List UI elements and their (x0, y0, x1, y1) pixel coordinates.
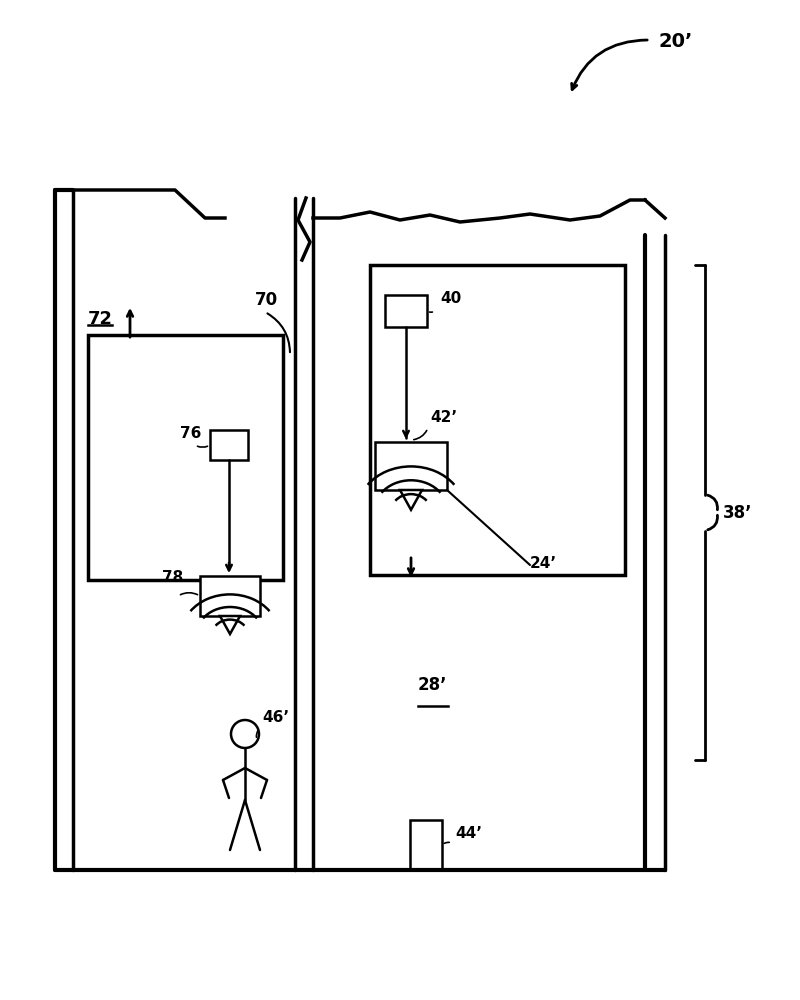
Polygon shape (400, 490, 422, 510)
Polygon shape (220, 616, 240, 634)
Text: 20’: 20’ (658, 32, 692, 51)
Bar (385, 295, 427, 327)
Text: 42’: 42’ (430, 410, 457, 425)
Text: 24’: 24’ (530, 556, 557, 571)
Text: 28’: 28’ (418, 676, 447, 694)
Text: 44’: 44’ (455, 826, 482, 841)
Text: 76: 76 (180, 426, 202, 441)
Text: 70: 70 (255, 291, 278, 309)
Bar (410, 820, 442, 870)
Bar (200, 576, 260, 616)
Text: 40: 40 (440, 291, 462, 306)
Text: 78: 78 (162, 570, 183, 585)
Text: 46’: 46’ (262, 710, 289, 725)
Bar (375, 442, 447, 490)
Text: 72: 72 (88, 310, 113, 328)
Bar (88, 335, 283, 580)
Bar (370, 265, 625, 575)
Text: 38’: 38’ (723, 504, 753, 522)
Bar (210, 430, 248, 460)
